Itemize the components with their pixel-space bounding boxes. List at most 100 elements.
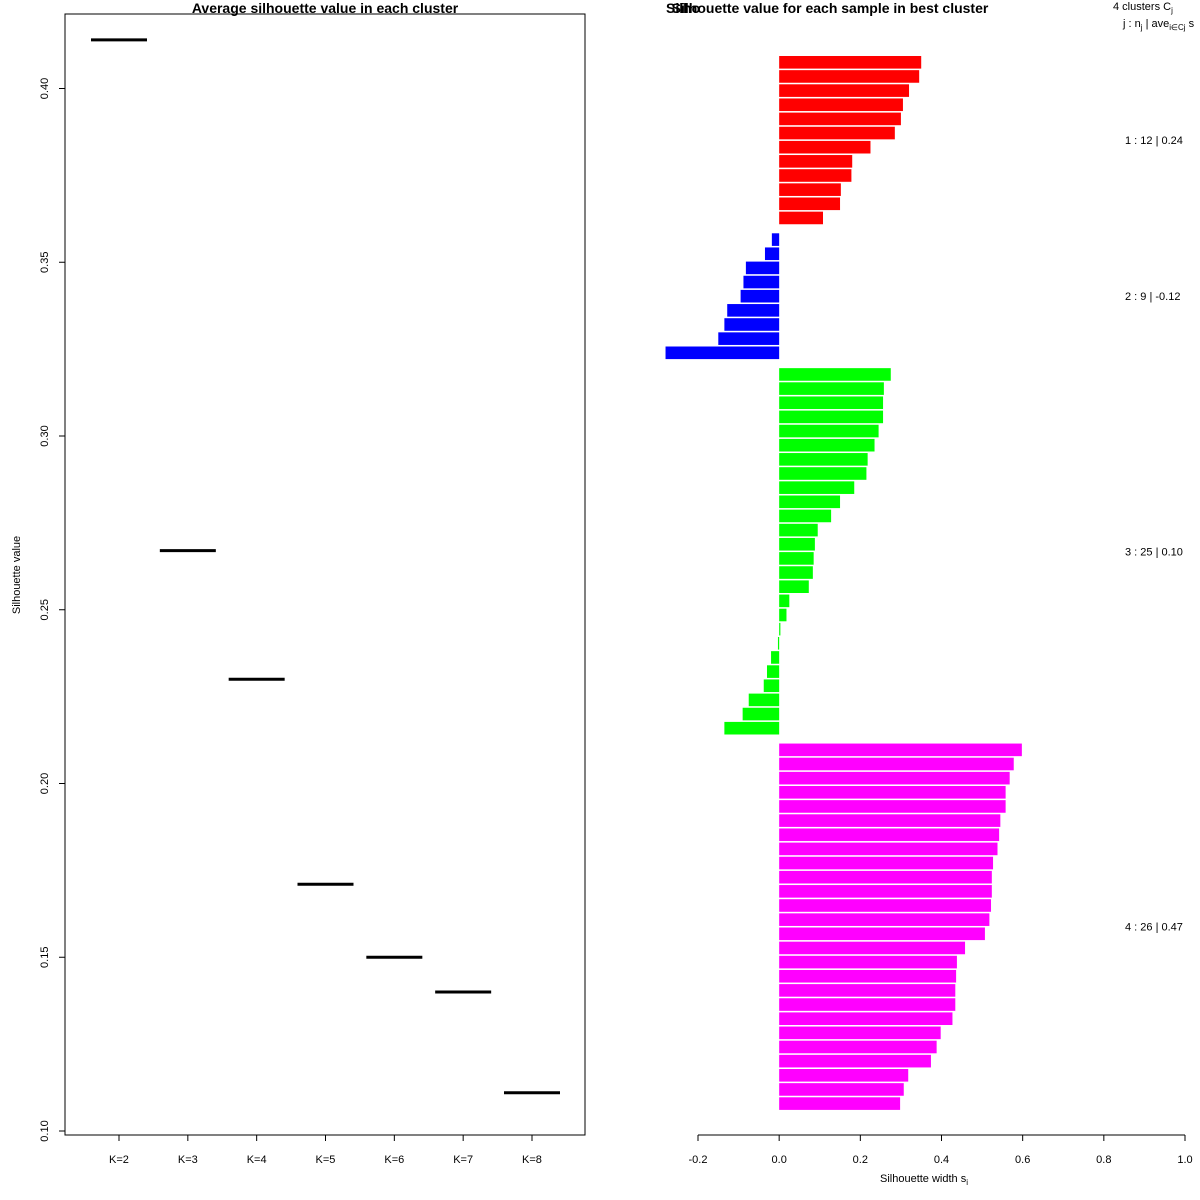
legend-subheader-sub-b: i∈Cj — [1169, 23, 1186, 32]
silhouette-bar — [779, 1069, 909, 1082]
right-x-axis-label: Silhouette width si — [880, 1173, 968, 1187]
silhouette-bar — [779, 382, 884, 395]
silhouette-bar — [779, 84, 910, 97]
left-x-axis: K=2 K=3 K=4 K=5 K=6 K=7 K=8 — [109, 1135, 542, 1166]
silhouette-bar — [779, 197, 841, 211]
legend-subheader-b: | ave — [1143, 18, 1170, 30]
silhouette-bar — [779, 913, 990, 926]
silhouette-bar — [779, 552, 814, 565]
right-x-axis: -0.2 0.0 0.2 0.4 0.6 0.8 1.0 — [689, 1134, 1193, 1166]
silhouette-bar — [724, 721, 780, 735]
silhouette-bar — [779, 580, 809, 593]
silhouette-bar — [727, 304, 780, 317]
left-x-tick-label: K=6 — [384, 1154, 404, 1166]
silhouette-bar — [779, 743, 1022, 757]
silhouette-bar — [764, 247, 780, 261]
silhouette-bar — [779, 828, 1000, 842]
silhouette-bar — [779, 998, 956, 1011]
silhouette-bar — [779, 467, 867, 480]
right-x-tick-label: -0.2 — [689, 1154, 708, 1166]
silhouette-bar — [779, 899, 992, 912]
silhouette-bar — [779, 786, 1006, 799]
silhouette-bar — [779, 424, 879, 438]
left-x-tick-label: K=8 — [522, 1154, 542, 1166]
silhouette-bar — [779, 56, 922, 69]
silhouette-bar — [779, 481, 855, 494]
silhouette-bar — [779, 70, 920, 83]
left-x-tick-label: K=7 — [453, 1154, 473, 1166]
silhouette-bar — [779, 183, 841, 196]
silhouette-bar — [779, 112, 901, 126]
legend-subheader: j : nj | avei∈Cj s — [1122, 18, 1195, 32]
silhouette-bar — [779, 1026, 941, 1040]
silhouette-bar — [779, 856, 994, 870]
silhouette-bar — [771, 233, 780, 246]
silhouette-bar — [779, 1097, 901, 1110]
silhouette-bar — [779, 126, 895, 140]
silhouette-bar — [779, 410, 884, 424]
right-x-tick-label: 0.2 — [853, 1154, 868, 1166]
left-y-tick-label: 0.15 — [39, 947, 51, 968]
silhouette-bar — [779, 211, 823, 225]
right-cluster-labels: 1 : 12 | 0.24 2 : 9 | -0.12 3 : 25 | 0.10 4… — [1125, 135, 1183, 934]
silhouette-bar — [779, 885, 992, 898]
legend-header-sub: j — [1170, 6, 1173, 15]
silhouette-bar — [779, 594, 790, 608]
silhouette-bar — [779, 608, 787, 622]
silhouette-bar — [766, 665, 780, 678]
silhouette-bar — [779, 842, 998, 856]
left-y-axis-label: Silhouette value — [11, 536, 23, 614]
silhouette-bar — [779, 814, 1001, 827]
cluster-label: 3 : 25 | 0.10 — [1125, 546, 1183, 558]
silhouette-bar — [779, 566, 813, 579]
legend-subheader-sub-a: j — [1140, 23, 1143, 32]
silhouette-bar — [742, 707, 780, 721]
right-series — [665, 56, 1022, 1110]
legend-header: 4 clusters Cj — [1113, 1, 1173, 15]
silhouette-bar — [748, 693, 780, 707]
left-y-tick-label: 0.40 — [39, 78, 51, 99]
silhouette-bar — [779, 509, 832, 523]
silhouette-bar — [779, 537, 815, 551]
silhouette-bar — [779, 969, 957, 983]
silhouette-bar — [743, 275, 780, 289]
left-y-tick-label: 0.30 — [39, 425, 51, 446]
silhouette-bar — [779, 1040, 937, 1054]
left-x-tick-label: K=2 — [109, 1154, 129, 1166]
left-y-tick-label: 0.20 — [39, 773, 51, 794]
silhouette-bar — [779, 98, 903, 112]
cluster-label: 1 : 12 | 0.24 — [1125, 135, 1183, 147]
silhouette-bar — [771, 651, 780, 664]
left-y-tick-label: 0.35 — [39, 252, 51, 273]
cluster-label: 2 : 9 | -0.12 — [1125, 291, 1180, 303]
left-x-tick-label: K=3 — [178, 1154, 198, 1166]
silhouette-bar — [740, 289, 780, 303]
silhouette-bar — [779, 1083, 904, 1096]
left-chart-title: Average silhouette value in each cluster — [192, 0, 459, 16]
right-chart-title-overlap: Silho — [666, 0, 700, 16]
silhouette-bar — [718, 332, 780, 345]
left-x-tick-label: K=5 — [316, 1154, 336, 1166]
silhouette-bar — [779, 927, 985, 941]
silhouette-bar — [779, 870, 992, 884]
silhouette-bar — [779, 155, 853, 168]
right-x-tick-label: 0.8 — [1096, 1154, 1111, 1166]
silhouette-bar — [779, 368, 891, 381]
left-x-tick-label: K=4 — [247, 1154, 267, 1166]
silhouette-bar — [779, 1054, 931, 1068]
left-y-axis: 0.10 0.15 0.20 0.25 0.30 0.35 0.40 — [39, 78, 65, 1142]
silhouette-bar — [779, 453, 868, 466]
left-series — [91, 38, 560, 1095]
silhouette-bar — [779, 955, 957, 969]
right-chart-title: Silhouette value for each sample in best… — [672, 0, 989, 16]
legend-subheader-c: s — [1186, 18, 1195, 30]
silhouette-bar — [779, 622, 781, 636]
left-y-tick-label: 0.10 — [39, 1120, 51, 1141]
right-x-axis-label-main: Silhouette width s — [880, 1173, 967, 1185]
right-x-tick-label: 1.0 — [1177, 1154, 1192, 1166]
silhouette-bar — [779, 1012, 953, 1025]
right-x-axis-label-sub: i — [966, 1178, 968, 1187]
silhouette-bar — [779, 438, 875, 452]
silhouette-bar — [779, 800, 1006, 813]
